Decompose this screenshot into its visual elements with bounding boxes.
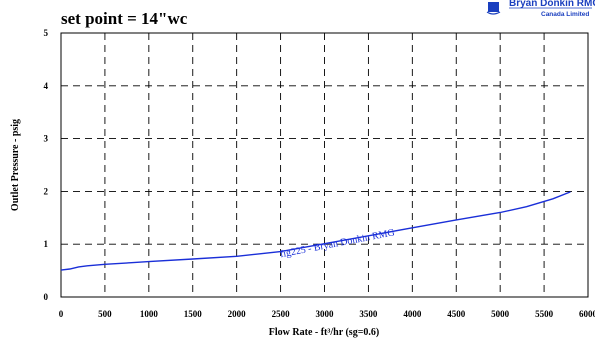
logo-text-line2: Canada Limited [541,11,589,18]
grid [61,33,588,297]
x-ticks: 0 500 1000 1500 2000 2500 3000 3500 4000 4500 5000… [59,309,595,319]
y-tick-label: 0 [44,292,49,302]
x-axis-label: Flow Rate - ft³/hr (sg=0.6) [269,327,379,338]
y-tick-label: 2 [44,186,49,196]
logo-text-line1: Bryan Donkin RMG [509,0,595,9]
x-tick-label: 500 [98,309,112,319]
x-tick-label: 4000 [403,309,422,319]
x-tick-label: 6000 [579,309,595,319]
x-tick-label: 5500 [535,309,554,319]
y-tick-label: 3 [44,134,49,144]
x-tick-label: 2500 [272,309,291,319]
chart-title: set point = 14"wc [61,9,188,28]
x-tick-label: 0 [59,309,64,319]
logo-wave-icon [486,11,501,15]
y-tick-label: 1 [44,239,49,249]
series-line [60,191,571,271]
x-tick-label: 4500 [447,309,466,319]
logo-emblem-icon [488,2,499,12]
x-tick-label: 5000 [491,309,510,319]
y-tick-label: 5 [44,28,49,38]
y-ticks: 0 1 2 3 4 5 [44,28,49,302]
x-tick-label: 1000 [140,309,159,319]
y-tick-label: 4 [44,81,49,91]
x-tick-label: 3500 [359,309,378,319]
plot-frame [60,32,589,298]
x-tick-label: 3000 [316,309,335,319]
x-tick-label: 1500 [184,309,203,319]
brand-logo: Bryan Donkin RMG Canada Limited [486,0,595,18]
y-axis-label: Outlet Pressure - psig [10,119,21,211]
x-tick-label: 2000 [228,309,247,319]
